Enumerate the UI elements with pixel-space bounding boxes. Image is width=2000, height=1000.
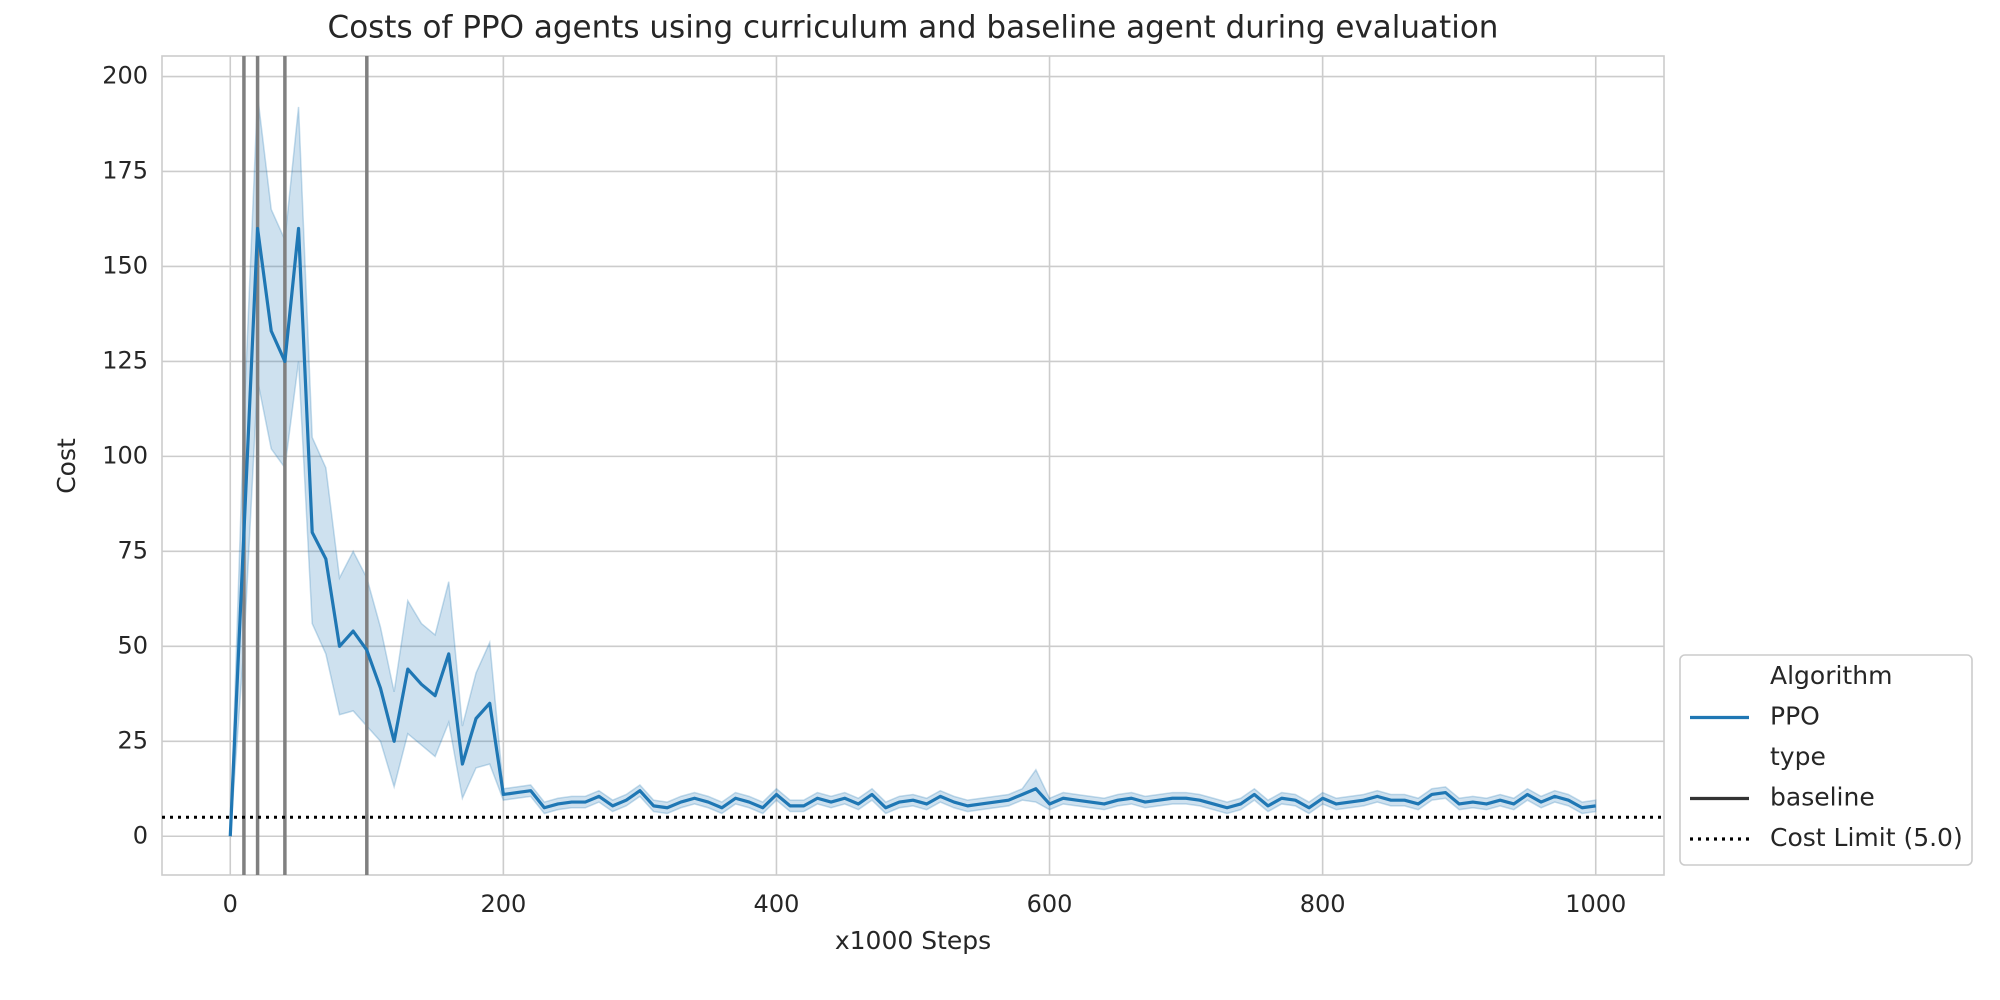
- x-tick-label: 200: [480, 890, 526, 918]
- x-tick-label: 0: [223, 890, 238, 918]
- x-tick-label: 400: [754, 890, 800, 918]
- x-tick-label: 600: [1027, 890, 1073, 918]
- y-tick-label: 25: [117, 726, 148, 754]
- x-axis-label: x1000 Steps: [835, 926, 991, 955]
- y-tick-label: 50: [117, 631, 148, 659]
- y-tick-label: 150: [102, 251, 148, 279]
- y-tick-label: 0: [133, 821, 148, 849]
- y-tick-label: 175: [102, 156, 148, 184]
- y-tick-label: 125: [102, 346, 148, 374]
- legend-label: Cost Limit (5.0): [1770, 823, 1963, 852]
- plot-area: [162, 56, 1664, 875]
- x-tick-label: 800: [1300, 890, 1346, 918]
- series-line: [228, 226, 1596, 837]
- plot-frame: [161, 55, 1665, 876]
- legend-label: baseline: [1770, 783, 1875, 812]
- grid: [162, 56, 1664, 875]
- chart-title: Costs of PPO agents using curriculum and…: [328, 10, 1499, 46]
- y-tick-label: 100: [102, 441, 148, 469]
- y-tick-label: 200: [102, 62, 148, 90]
- confidence-band: [229, 95, 1597, 837]
- x-tick-label: 1000: [1565, 890, 1626, 918]
- legend-box: [1679, 654, 1973, 866]
- legend-label: Algorithm: [1770, 661, 1892, 690]
- y-tick-label: 75: [117, 536, 148, 564]
- legend-label: type: [1770, 742, 1826, 771]
- y-axis-label: Cost: [52, 438, 81, 494]
- legend-label: PPO: [1770, 702, 1820, 731]
- legend: Algorithm PPO type baseline Cost Limit (5.0): [1679, 654, 1973, 866]
